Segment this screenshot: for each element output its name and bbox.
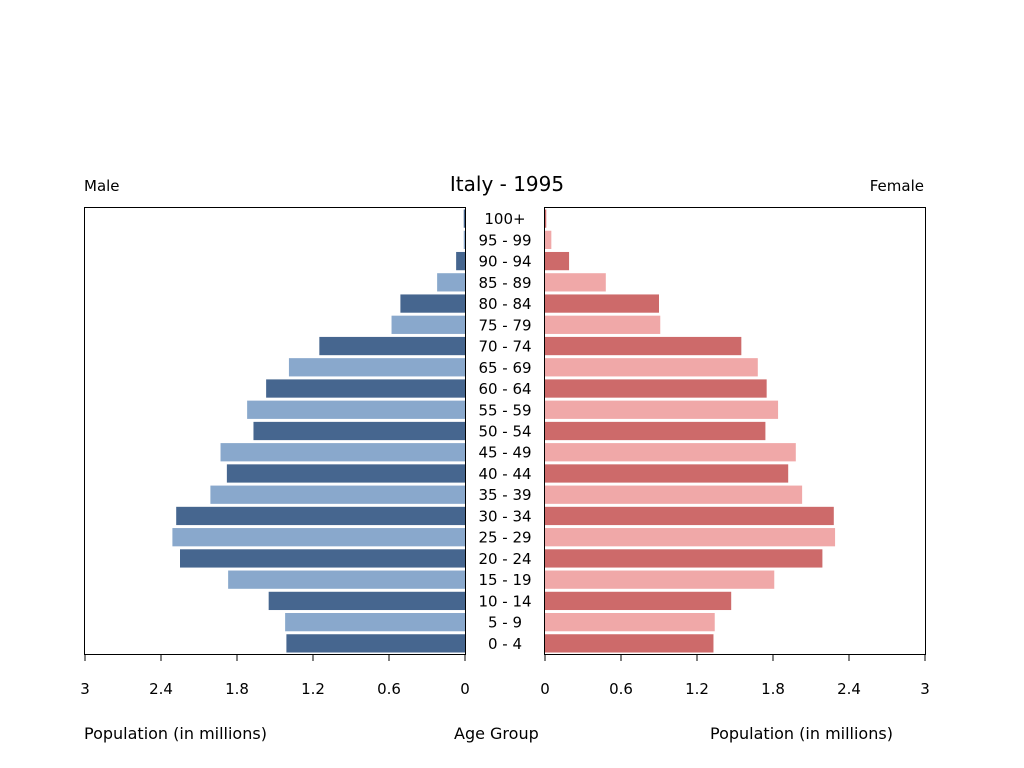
age-group-label: 40 - 44 (478, 465, 531, 483)
female-bar (545, 315, 661, 334)
male-bar (463, 230, 465, 249)
male-plot-frame (84, 207, 466, 655)
male-bar (210, 485, 465, 504)
female-bar (545, 379, 767, 398)
female-bar (545, 230, 552, 249)
male-axis-ticks: 3 2.4 1.8 1.2 0.6 0 (80, 655, 470, 698)
male-bar (285, 613, 465, 632)
age-group-label: 35 - 39 (478, 486, 531, 504)
age-group-label: 50 - 54 (478, 423, 531, 441)
age-group-labels: 0 - 4 5 - 9 10 - 14 15 - 19 20 - 24 25 - 29 30… (478, 210, 531, 653)
age-group-label: 70 - 74 (478, 338, 531, 356)
female-plot-frame (544, 207, 926, 655)
male-bar (253, 421, 465, 441)
female-bar (545, 528, 836, 547)
male-bar (437, 273, 465, 292)
female-bar (545, 294, 659, 313)
male-bar (391, 315, 465, 334)
male-bar (220, 443, 465, 462)
age-group-label: 60 - 64 (478, 380, 531, 398)
age-group-label: 100+ (484, 210, 525, 228)
female-bar (545, 358, 758, 377)
male-tick-label: 0 (460, 680, 470, 698)
age-group-label: 95 - 99 (478, 231, 531, 249)
age-group-label: 90 - 94 (478, 253, 531, 271)
age-group-label: 80 - 84 (478, 295, 531, 313)
male-bar (286, 634, 465, 653)
age-group-label: 45 - 49 (478, 444, 531, 462)
male-bar (226, 464, 465, 483)
female-tick-label: 1.2 (685, 680, 709, 698)
male-bar (228, 570, 465, 589)
male-bar (319, 336, 465, 356)
female-bar (545, 336, 742, 356)
age-group-label: 5 - 9 (488, 614, 522, 632)
female-bar (545, 613, 715, 632)
female-tick-label: 2.4 (837, 680, 861, 698)
female-bars (545, 209, 836, 653)
female-bar (545, 549, 823, 568)
female-side-label: Female (869, 177, 924, 195)
male-bar (288, 358, 465, 377)
male-tick-label: 0.6 (377, 680, 401, 698)
female-tick-label: 0 (540, 680, 550, 698)
male-tick-label: 1.8 (225, 680, 249, 698)
age-group-label: 75 - 79 (478, 316, 531, 334)
male-bar (463, 209, 465, 228)
female-tick-label: 1.8 (761, 680, 785, 698)
age-group-label: 65 - 69 (478, 359, 531, 377)
male-tick-label: 2.4 (149, 680, 173, 698)
age-group-axis-label: Age Group (454, 724, 539, 743)
female-tick-label: 3 (920, 680, 930, 698)
female-bar (545, 251, 570, 271)
age-group-label: 25 - 29 (478, 529, 531, 547)
male-bar (266, 379, 465, 398)
female-axis-ticks: 0 0.6 1.2 1.8 2.4 3 (540, 655, 930, 698)
male-x-axis-label: Population (in millions) (84, 724, 267, 743)
female-bar (545, 400, 779, 419)
female-bar (545, 421, 766, 441)
age-group-label: 85 - 89 (478, 274, 531, 292)
female-x-axis-label: Population (in millions) (710, 724, 893, 743)
male-bar (180, 549, 465, 568)
female-bar (545, 570, 775, 589)
male-bar (247, 400, 465, 419)
female-bar (545, 443, 796, 462)
male-side-label: Male (84, 177, 120, 195)
female-bar (545, 485, 803, 504)
male-tick-label: 3 (80, 680, 90, 698)
male-bar (176, 506, 465, 526)
male-bar (268, 591, 465, 611)
male-bar (172, 528, 465, 547)
male-bar (400, 294, 465, 313)
female-bar (545, 591, 732, 611)
female-bar (545, 634, 714, 653)
age-group-label: 30 - 34 (478, 507, 531, 525)
male-bar (456, 251, 465, 271)
male-bars (172, 209, 465, 653)
female-bar (545, 506, 834, 526)
age-group-label: 55 - 59 (478, 401, 531, 419)
age-group-label: 15 - 19 (478, 571, 531, 589)
age-group-label: 20 - 24 (478, 550, 531, 568)
female-bar (545, 464, 789, 483)
age-group-label: 0 - 4 (488, 635, 522, 653)
female-tick-label: 0.6 (609, 680, 633, 698)
female-bar (545, 273, 606, 292)
male-tick-label: 1.2 (301, 680, 325, 698)
age-group-label: 10 - 14 (478, 592, 531, 610)
female-bar (545, 209, 547, 228)
chart-title: Italy - 1995 (449, 172, 565, 196)
